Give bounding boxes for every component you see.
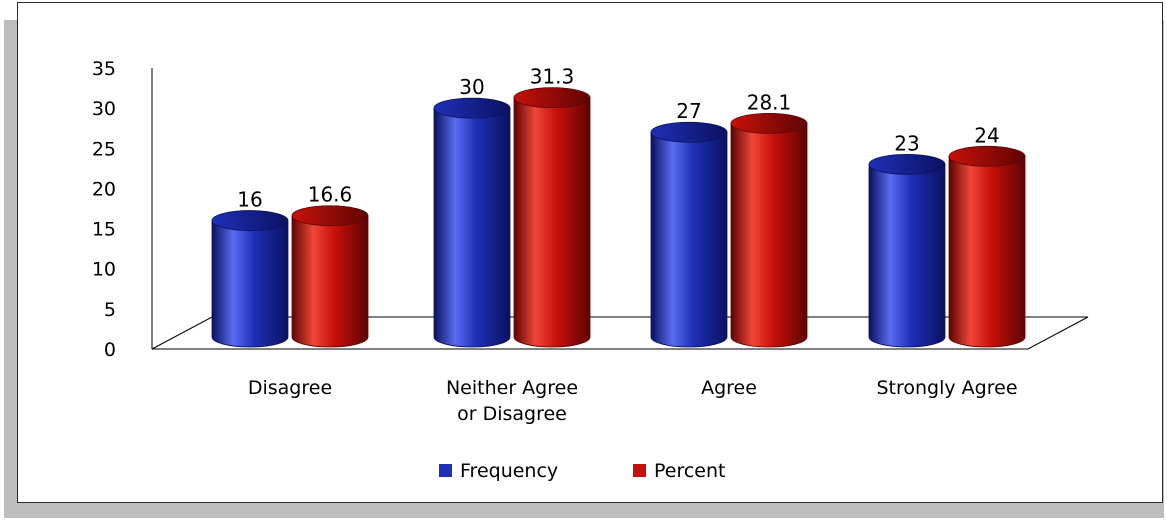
y-tick-label: 15 [92,219,116,241]
x-tick-label: Neither Agree or Disagree [446,377,578,425]
bar-frequency-1 [433,97,511,348]
y-tick-label: 5 [104,299,116,321]
chart-floor [151,316,1089,350]
data-label-frequency-0: 16 [237,188,262,212]
chart-floor-group [151,316,1089,350]
legend-label-percent: Percent [654,460,726,482]
x-tick-labels-group: Disagree Neither Agree or Disagree Agree Str… [248,377,1018,425]
data-label-percent-0: 16.6 [308,183,353,207]
y-tick-label: 35 [92,58,116,80]
y-tick-label: 25 [92,138,116,160]
data-label-frequency-3: 23 [894,131,919,155]
data-label-frequency-1: 30 [459,75,484,99]
bar-percent-1 [513,87,591,348]
legend-label-frequency: Frequency [460,460,558,482]
data-label-percent-1: 31.3 [530,65,575,89]
bar-percent-3 [948,145,1026,348]
data-labels-group: 16 16.6 30 31.3 27 28.1 23 24 [237,65,999,212]
data-label-percent-2: 28.1 [747,90,792,114]
x-tick-label: Agree [701,377,757,399]
data-label-frequency-2: 27 [676,99,701,123]
y-tick-label: 0 [104,339,116,361]
bars-group [211,87,1026,348]
y-axis-group: 0 5 10 15 20 25 30 35 [92,58,153,361]
x-tick-label: Disagree [248,377,332,399]
bar-frequency-2 [650,121,728,348]
y-tick-label: 20 [92,178,116,200]
y-tick-label: 30 [92,98,116,120]
bar-percent-0 [291,205,369,348]
data-label-percent-3: 24 [974,123,999,147]
bar-frequency-3 [868,153,946,348]
y-tick-label: 10 [92,259,116,281]
legend-swatch-percent [633,464,646,477]
bar-percent-2 [730,112,808,348]
legend: Frequency Percent [439,460,726,482]
bar-frequency-0 [211,210,289,348]
legend-swatch-frequency [439,464,452,477]
x-tick-label: Strongly Agree [876,377,1017,399]
